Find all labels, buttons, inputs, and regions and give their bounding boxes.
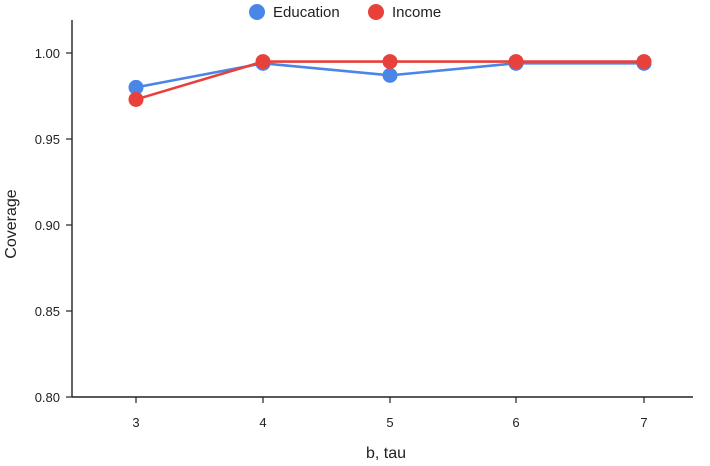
series-income: [128, 54, 652, 107]
legend-label-income: Income: [392, 4, 441, 21]
y-tick-label: 0.85: [35, 304, 60, 319]
data-point-income: [382, 54, 398, 70]
legend-marker-income: [368, 4, 384, 20]
y-axis-title: Coverage: [3, 189, 20, 258]
x-tick-label: 4: [259, 415, 266, 430]
series-layer: [128, 54, 652, 107]
data-point-income: [128, 91, 144, 107]
y-tick-label: 0.90: [35, 218, 60, 233]
x-tick-label: 5: [386, 415, 393, 430]
x-axis-ticks: 3 4 5 6 7: [132, 397, 648, 430]
legend-marker-education: [249, 4, 265, 20]
y-axis-ticks: 0.80 0.85 0.90 0.95 1.00: [35, 46, 72, 405]
data-point-education: [382, 67, 398, 83]
y-tick-label: 0.95: [35, 132, 60, 147]
legend-label-education: Education: [273, 4, 340, 21]
x-tick-label: 7: [640, 415, 647, 430]
data-point-income: [636, 54, 652, 70]
y-tick-label: 0.80: [35, 390, 60, 405]
data-point-education: [128, 79, 144, 95]
legend: Education Income: [249, 4, 441, 21]
data-point-income: [255, 54, 271, 70]
x-tick-label: 6: [512, 415, 519, 430]
data-point-income: [508, 54, 524, 70]
y-tick-label: 1.00: [35, 46, 60, 61]
x-tick-label: 3: [132, 415, 139, 430]
x-axis-title: b, tau: [366, 445, 406, 462]
